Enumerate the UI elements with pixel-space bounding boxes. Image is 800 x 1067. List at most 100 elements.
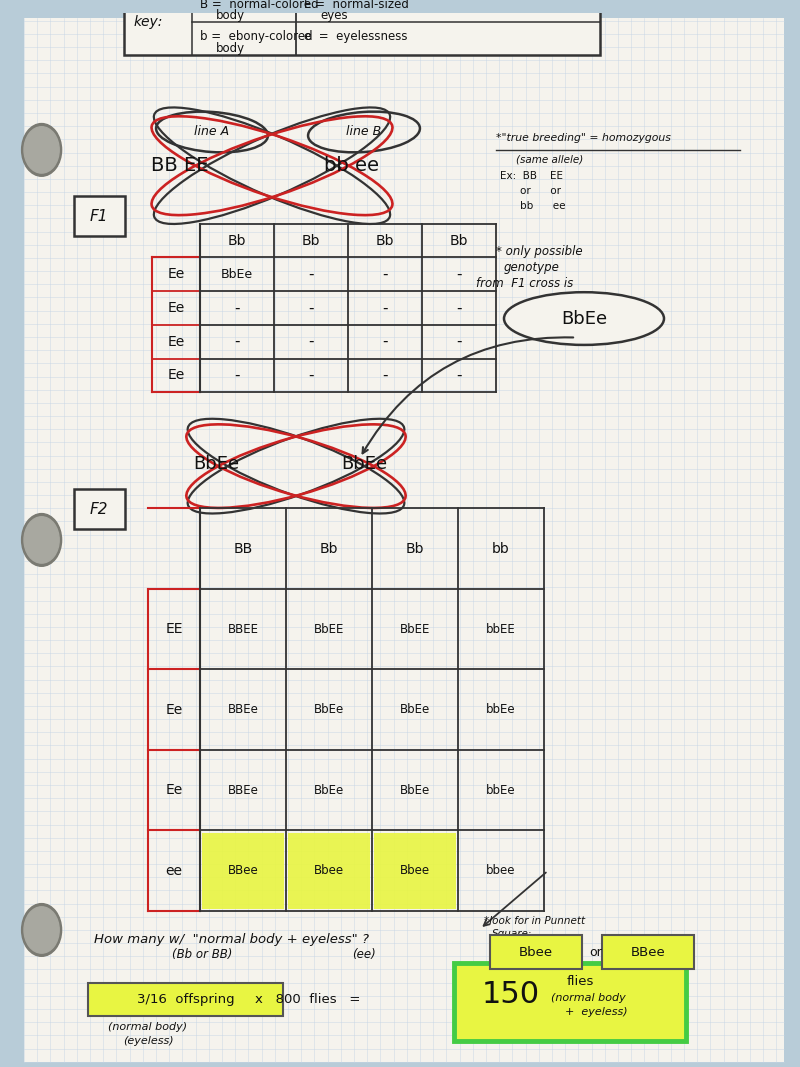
Text: Bb: Bb: [320, 542, 338, 556]
Text: or      or: or or: [520, 186, 561, 196]
Text: * only possible: * only possible: [496, 245, 582, 258]
Text: Ex:  BB    EE: Ex: BB EE: [500, 172, 563, 181]
Text: -: -: [308, 267, 314, 282]
Text: bbee: bbee: [486, 864, 516, 877]
Text: BBEe: BBEe: [227, 703, 258, 716]
Text: key:: key:: [134, 15, 163, 30]
Text: BBEe: BBEe: [227, 783, 258, 797]
Circle shape: [24, 907, 59, 953]
Text: body: body: [216, 10, 245, 22]
Text: -: -: [382, 267, 388, 282]
Text: e  =  eyelessness: e = eyelessness: [304, 30, 407, 44]
Text: Ee: Ee: [166, 703, 182, 717]
Text: Bb: Bb: [228, 234, 246, 248]
Circle shape: [24, 516, 59, 563]
Text: EE: EE: [166, 622, 182, 636]
FancyBboxPatch shape: [74, 196, 125, 236]
FancyBboxPatch shape: [602, 936, 694, 969]
Text: (ee): (ee): [352, 949, 376, 961]
Text: BBee: BBee: [228, 864, 258, 877]
Text: ee: ee: [166, 863, 182, 878]
Text: *"true breeding" = homozygous: *"true breeding" = homozygous: [496, 133, 671, 143]
Ellipse shape: [504, 292, 664, 345]
Text: flies: flies: [566, 975, 594, 988]
Text: BB: BB: [234, 542, 253, 556]
Text: -: -: [382, 301, 388, 316]
Text: How many w/  "normal body + eyeless" ?: How many w/ "normal body + eyeless" ?: [94, 933, 370, 945]
Text: b =  ebony-colored: b = ebony-colored: [200, 30, 313, 44]
Text: -: -: [308, 368, 314, 383]
FancyBboxPatch shape: [288, 832, 370, 909]
Circle shape: [22, 124, 62, 176]
Text: F1: F1: [90, 209, 109, 224]
Text: -: -: [234, 334, 240, 349]
Text: Bbee: Bbee: [314, 864, 344, 877]
FancyBboxPatch shape: [374, 832, 456, 909]
Text: (normal body: (normal body: [550, 993, 626, 1003]
Text: bb ee: bb ee: [325, 156, 379, 175]
Text: Ee: Ee: [167, 368, 185, 382]
Text: Bb: Bb: [450, 234, 468, 248]
Text: BbEe: BbEe: [561, 309, 607, 328]
Text: bb      ee: bb ee: [520, 201, 566, 211]
Text: BbEe: BbEe: [314, 783, 344, 797]
Text: Bbee: Bbee: [400, 864, 430, 877]
Text: or: or: [590, 945, 602, 958]
Text: Bb: Bb: [376, 234, 394, 248]
Text: BB EE: BB EE: [151, 156, 209, 175]
Text: BbEe: BbEe: [314, 703, 344, 716]
Text: line A: line A: [194, 126, 230, 139]
Text: 3/16  offspring: 3/16 offspring: [137, 993, 234, 1006]
FancyBboxPatch shape: [490, 936, 582, 969]
Text: -: -: [456, 301, 462, 316]
Text: BbEe: BbEe: [400, 703, 430, 716]
FancyBboxPatch shape: [202, 832, 285, 909]
FancyBboxPatch shape: [88, 983, 283, 1017]
Text: -: -: [234, 301, 240, 316]
FancyBboxPatch shape: [24, 18, 784, 1062]
Text: (eyeless): (eyeless): [122, 1036, 174, 1046]
Text: Bbee: Bbee: [519, 945, 553, 958]
FancyBboxPatch shape: [124, 0, 600, 55]
Text: -: -: [456, 368, 462, 383]
Text: -: -: [234, 368, 240, 383]
Text: bbEe: bbEe: [486, 783, 516, 797]
Circle shape: [22, 904, 62, 956]
Circle shape: [24, 127, 59, 173]
Text: BbEe: BbEe: [341, 455, 387, 473]
Text: eyes: eyes: [320, 10, 348, 22]
FancyBboxPatch shape: [454, 962, 686, 1040]
Text: Bb: Bb: [406, 542, 424, 556]
Text: BbEE: BbEE: [400, 623, 430, 636]
Text: body: body: [216, 42, 245, 55]
Circle shape: [22, 513, 62, 567]
Text: 150: 150: [482, 980, 539, 1009]
Text: x   800  flies   =: x 800 flies =: [255, 993, 361, 1006]
Text: B =  normal-colored: B = normal-colored: [200, 0, 318, 11]
Text: bbEE: bbEE: [486, 623, 516, 636]
Text: BbEe: BbEe: [400, 783, 430, 797]
Text: BbEE: BbEE: [314, 623, 344, 636]
Text: from  F1 cross is: from F1 cross is: [476, 277, 574, 290]
Text: BBee: BBee: [630, 945, 666, 958]
Text: -: -: [456, 334, 462, 349]
Text: Ee: Ee: [167, 268, 185, 282]
Text: bbEe: bbEe: [486, 703, 516, 716]
Text: (normal body): (normal body): [109, 1022, 187, 1032]
Text: genotype: genotype: [504, 261, 560, 274]
Text: bb: bb: [492, 542, 510, 556]
Text: *look for in Punnett: *look for in Punnett: [484, 915, 585, 926]
Text: E =  normal-sized: E = normal-sized: [304, 0, 409, 11]
Text: -: -: [308, 301, 314, 316]
Text: BbEe: BbEe: [221, 268, 253, 281]
Text: -: -: [456, 267, 462, 282]
Text: (Bb or BB): (Bb or BB): [172, 949, 232, 961]
Text: line B: line B: [346, 126, 382, 139]
Text: BbEe: BbEe: [193, 455, 239, 473]
Text: F2: F2: [90, 501, 109, 516]
Text: Bb: Bb: [302, 234, 320, 248]
Text: -: -: [308, 334, 314, 349]
Text: Square:: Square:: [492, 929, 532, 939]
Text: (same allele): (same allele): [516, 155, 583, 164]
Text: -: -: [382, 334, 388, 349]
